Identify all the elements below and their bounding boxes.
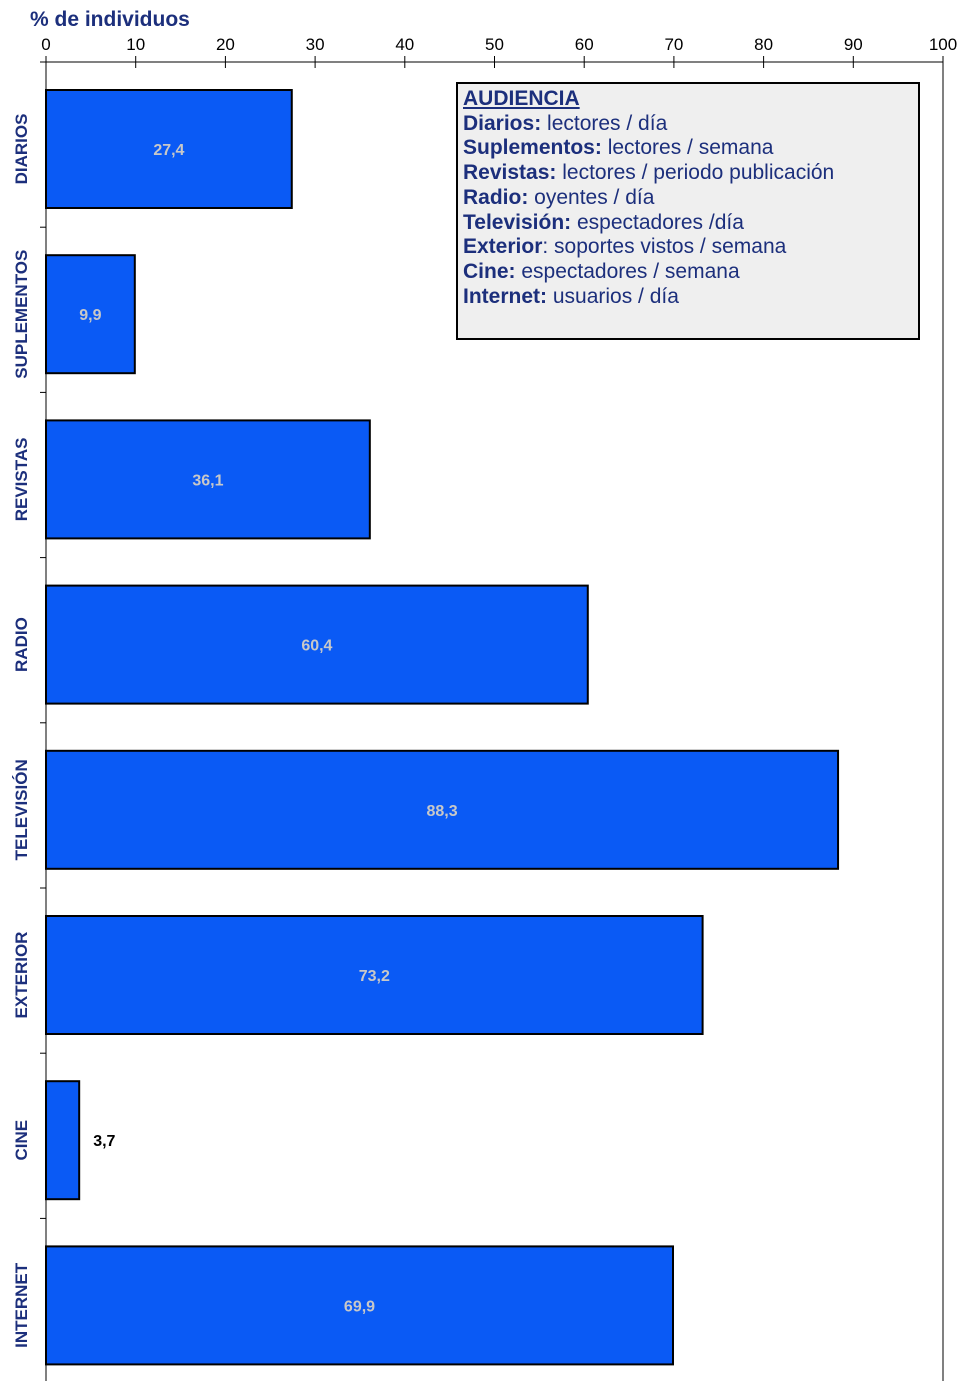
category-label: CINE (12, 1120, 31, 1161)
value-tick-label: 60 (575, 35, 594, 54)
data-label: 69,9 (344, 1298, 375, 1315)
value-tick-label: 70 (664, 35, 683, 54)
category-label: RADIO (12, 617, 31, 672)
bar-exterior (45, 915, 704, 1035)
legend-text: usuarios / día (547, 284, 679, 308)
bar-radio (45, 584, 589, 705)
legend-key: Exterior (463, 235, 543, 259)
value-tick-label: 0 (41, 35, 50, 54)
legend-entry-revistas: Revistas: lectores / periodo publicación (463, 161, 913, 186)
legend-entry-radio: Radio: oyentes / día (463, 186, 913, 211)
legend-key: Suplementos: (463, 136, 602, 160)
audiencia-legend: AUDIENCIA Diarios: lectores / día Suplem… (456, 82, 920, 340)
value-tick-label: 90 (844, 35, 863, 54)
category-label: TELEVISIÓN (12, 759, 31, 860)
legend-entry-suplementos: Suplementos: lectores / semana (463, 136, 913, 161)
value-tick-label: 100 (929, 35, 957, 54)
value-tick-label: 50 (485, 35, 504, 54)
bar-cine (45, 1080, 81, 1201)
legend-text: : soportes vistos / semana (542, 235, 787, 259)
legend-title: AUDIENCIA (463, 87, 580, 110)
legend-text: oyentes / día (528, 185, 655, 209)
value-tick-label: 80 (754, 35, 773, 54)
value-tick-label: 30 (306, 35, 325, 54)
legend-text: lectores / día (541, 111, 668, 135)
value-axis: 0 10 20 30 40 50 60 70 80 90 100 (41, 35, 957, 1381)
legend-entry-cine: Cine: espectadores / semana (463, 260, 913, 285)
data-label: 73,2 (359, 968, 390, 985)
legend-text: espectadores / semana (515, 259, 740, 283)
bar-diarios (45, 89, 293, 209)
bar-televisión (45, 749, 840, 870)
legend-key: Radio: (463, 185, 529, 209)
chart-title: % de individuos (30, 8, 190, 31)
legend-key: Internet: (463, 284, 547, 308)
value-tick-label: 20 (216, 35, 235, 54)
category-label: REVISTAS (12, 438, 31, 522)
legend-entry-exterior: Exterior: soportes vistos / semana (463, 235, 913, 260)
legend-text: lectores / semana (601, 136, 774, 160)
legend-entry-diarios: Diarios: lectores / día (463, 112, 913, 137)
value-tick-label: 10 (126, 35, 145, 54)
category-label: EXTERIOR (12, 932, 31, 1019)
legend-entry-internet: Internet: usuarios / día (463, 285, 913, 310)
category-label: INTERNET (12, 1262, 31, 1348)
legend-key: Televisión: (463, 210, 572, 234)
legend-text: lectores / periodo publicación (556, 161, 835, 185)
bars: 27,4 9,9 36,1 60,4 88,3 73,2 3,7 69,9 (45, 89, 840, 1366)
legend-key: Cine: (463, 259, 516, 283)
legend-key: Diarios: (463, 111, 542, 135)
legend-key: Revistas: (463, 161, 557, 185)
data-label: 60,4 (301, 638, 332, 655)
data-label: 88,3 (426, 803, 457, 820)
data-label: 3,7 (93, 1133, 115, 1150)
legend-text: espectadores /día (571, 210, 744, 234)
data-label: 9,9 (79, 307, 101, 324)
value-tick-label: 40 (395, 35, 414, 54)
category-label: DIARIOS (12, 114, 31, 185)
data-label: 27,4 (153, 142, 184, 159)
legend-entry-television: Televisión: espectadores /día (463, 211, 913, 236)
data-label: 36,1 (192, 472, 223, 489)
category-axis: DIARIOS SUPLEMENTOS REVISTAS RADIO TELEVISIÓ… (12, 61, 47, 1381)
category-label: SUPLEMENTOS (12, 250, 31, 379)
